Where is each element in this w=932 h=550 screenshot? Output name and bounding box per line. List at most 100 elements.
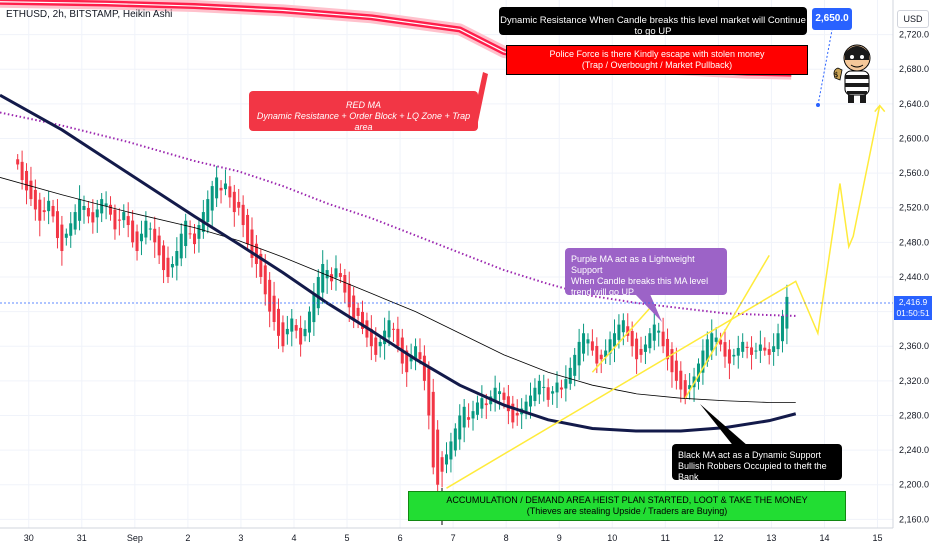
candle-body: [347, 283, 351, 308]
candle-body: [772, 346, 776, 353]
candle-body: [648, 333, 652, 349]
candle-body: [493, 387, 497, 401]
candle-body: [223, 183, 227, 190]
candle-body: [391, 328, 395, 330]
candle-body: [502, 392, 506, 400]
annotation-text: trend will go UP: [571, 287, 635, 297]
currency-button[interactable]: USD: [897, 10, 929, 28]
candle-body: [582, 333, 586, 354]
candle-body: [197, 225, 201, 239]
y-tick-label: 2,640.0: [899, 99, 929, 109]
candle-body: [418, 352, 422, 360]
candle-body: [162, 245, 166, 271]
candle-body: [361, 311, 365, 329]
candle-body: [268, 279, 272, 312]
candle-body: [113, 209, 117, 230]
candle-body: [590, 341, 594, 351]
thin-ma-line: [0, 177, 796, 403]
candle-body: [369, 328, 373, 347]
candle-body: [736, 347, 740, 356]
candle-body: [232, 191, 236, 213]
candle-body: [727, 349, 731, 364]
candle-body: [153, 228, 157, 243]
candle-body: [670, 349, 674, 373]
time-axis[interactable]: 30 31 Sep 2 3 4 5 6 7 8 9 10 11 12 13 14 15: [24, 533, 883, 543]
candle-body: [250, 229, 254, 258]
y-tick-label: 2,440.0: [899, 272, 929, 282]
candle-body: [643, 344, 647, 352]
candle-body: [38, 199, 42, 221]
candle-body: [25, 170, 29, 191]
candle-body: [639, 348, 643, 355]
candle-body: [467, 417, 471, 420]
candle-body: [272, 295, 276, 322]
candle-body: [135, 231, 139, 252]
y-tick-label: 2,560.0: [899, 168, 929, 178]
annotation-text: (Thieves are stealing Upside / Traders a…: [526, 506, 728, 516]
annotation-black-ma: Black MA act as a Dynamic Support Bullis…: [672, 444, 842, 482]
candle-body: [117, 219, 121, 221]
candle-body: [241, 204, 245, 226]
candle-body: [405, 350, 409, 373]
y-tick-label: 2,720.0: [899, 30, 929, 40]
annotation-text: Police Force is there Kindly escape with…: [549, 49, 765, 59]
bar-countdown: 01:50:51: [896, 308, 930, 318]
candle-body: [723, 342, 727, 357]
candle-body: [758, 344, 762, 351]
annotation-text: When Candle breaks this MA level: [571, 276, 709, 286]
x-tick-label: 11: [661, 533, 670, 543]
annotation-text: RED MA: [345, 100, 381, 110]
candle-body: [82, 206, 86, 210]
candle-body: [334, 268, 338, 278]
x-tick-label: 14: [819, 533, 829, 543]
candle-body: [20, 161, 24, 181]
candle-body: [710, 333, 714, 351]
candle-body: [42, 210, 46, 213]
candle-body: [551, 391, 555, 394]
candle-body: [427, 368, 431, 416]
candle-body: [440, 457, 444, 472]
candle-body: [321, 264, 325, 293]
candle-body: [285, 328, 289, 335]
last-price-label: 2,416.9 01:50:51: [894, 296, 932, 320]
candle-body: [237, 201, 241, 208]
candle-body: [263, 265, 267, 295]
candle-body: [484, 403, 488, 406]
projection-line: [591, 307, 651, 373]
x-tick-label: 3: [238, 533, 243, 543]
candle-body: [188, 233, 192, 235]
candle-body: [374, 337, 378, 355]
candle-body: [696, 363, 700, 382]
thief-icon: $: [833, 44, 871, 103]
candle-body: [445, 454, 448, 465]
candle-body: [170, 264, 174, 268]
candle-body: [343, 275, 347, 293]
x-tick-label: Sep: [127, 533, 143, 543]
candle-body: [16, 159, 20, 165]
x-tick-label: 8: [504, 533, 509, 543]
candle-body: [312, 294, 316, 323]
candle-body: [307, 311, 311, 333]
y-tick-label: 2,280.0: [899, 410, 929, 420]
candle-body: [754, 350, 758, 352]
candle-body: [396, 328, 400, 347]
candle-body: [383, 330, 387, 345]
annotation-police-force: Police Force is there Kindly escape with…: [506, 45, 808, 75]
candle-body: [109, 204, 113, 215]
candle-body: [679, 370, 683, 390]
candle-body: [480, 398, 484, 409]
purple-pointer: [635, 294, 662, 322]
candle-body: [206, 199, 210, 222]
candle-body: [47, 200, 51, 212]
candle-body: [277, 308, 281, 336]
candle-body: [100, 199, 104, 214]
candle-body: [139, 233, 143, 242]
candle-body: [652, 324, 656, 341]
candle-body: [104, 203, 108, 207]
candle-body: [595, 345, 599, 364]
candle-body: [338, 273, 342, 277]
black-ma-line: [0, 93, 797, 433]
x-tick-label: 13: [766, 533, 776, 543]
annotation-text: Purple MA act as a Lightweight Support: [571, 254, 695, 275]
price-axis[interactable]: 2,160.0 2,200.0 2,240.0 2,280.0 2,320.0 2,360…: [899, 30, 929, 525]
